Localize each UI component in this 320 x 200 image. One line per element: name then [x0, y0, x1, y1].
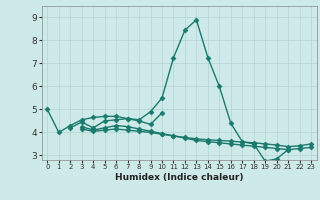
X-axis label: Humidex (Indice chaleur): Humidex (Indice chaleur)	[115, 173, 244, 182]
